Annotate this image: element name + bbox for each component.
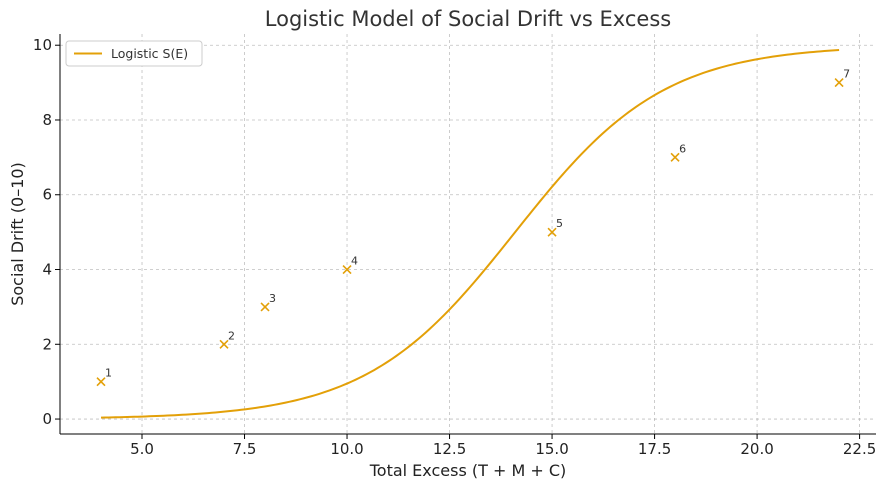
x-tick-label: 20.0 xyxy=(740,440,773,458)
x-tick-label: 5.0 xyxy=(130,440,154,458)
point-label: 6 xyxy=(679,142,686,155)
x-marker-stroke xyxy=(670,152,680,162)
x-marker-stroke xyxy=(547,227,557,237)
data-points: 1 2 3 4 5 6 7 xyxy=(96,68,850,387)
x-tick-label: 22.5 xyxy=(843,440,876,458)
legend: Logistic S(E) xyxy=(65,40,203,67)
y-tick-label: 6 xyxy=(42,186,52,204)
x-tick-label: 17.5 xyxy=(638,440,671,458)
legend-box xyxy=(65,40,203,67)
grid-lines xyxy=(60,34,876,434)
point-label: 7 xyxy=(843,68,850,81)
x-marker-stroke xyxy=(96,377,106,387)
data-point-3: 3 xyxy=(260,292,276,312)
data-point-5: 5 xyxy=(547,217,563,237)
x-tick-label: 12.5 xyxy=(433,440,466,458)
point-label: 3 xyxy=(269,292,276,305)
y-tick-label: 4 xyxy=(42,261,52,279)
point-label: 2 xyxy=(228,329,235,342)
x-axis-ticks: 5.0 7.5 10.0 12.5 15.0 17.5 20.0 22.5 xyxy=(130,434,876,458)
y-tick-label: 8 xyxy=(42,111,52,129)
x-tick-label: 10.0 xyxy=(330,440,363,458)
chart-title: Logistic Model of Social Drift vs Excess xyxy=(265,7,671,31)
data-point-2: 2 xyxy=(219,329,235,349)
data-point-4: 4 xyxy=(342,255,358,275)
axes: 5.0 7.5 10.0 12.5 15.0 17.5 20.0 22.5 0 2 4 6 8 10 xyxy=(33,34,876,458)
legend-entry-logistic: Logistic S(E) xyxy=(111,46,188,61)
series-layer: 1 2 3 4 5 6 7 xyxy=(96,49,850,419)
y-tick-label: 2 xyxy=(42,335,52,353)
x-marker-stroke xyxy=(834,78,844,88)
x-marker-stroke xyxy=(260,302,270,312)
data-point-1: 1 xyxy=(96,367,112,387)
x-tick-label: 15.0 xyxy=(535,440,568,458)
data-point-7: 7 xyxy=(834,68,850,88)
y-tick-label: 0 xyxy=(42,410,52,428)
x-marker-stroke xyxy=(219,339,229,349)
y-tick-label: 10 xyxy=(33,36,52,54)
x-tick-label: 7.5 xyxy=(233,440,257,458)
y-axis-label: Social Drift (0–10) xyxy=(8,162,27,306)
point-label: 1 xyxy=(105,367,112,380)
data-point-6: 6 xyxy=(670,142,686,162)
y-axis-ticks: 0 2 4 6 8 10 xyxy=(33,36,60,428)
point-label: 5 xyxy=(556,217,563,230)
x-marker-stroke xyxy=(342,264,352,275)
logistic-curve xyxy=(100,49,840,419)
x-axis-label: Total Excess (T + M + C) xyxy=(369,461,567,480)
point-label: 4 xyxy=(351,255,358,268)
